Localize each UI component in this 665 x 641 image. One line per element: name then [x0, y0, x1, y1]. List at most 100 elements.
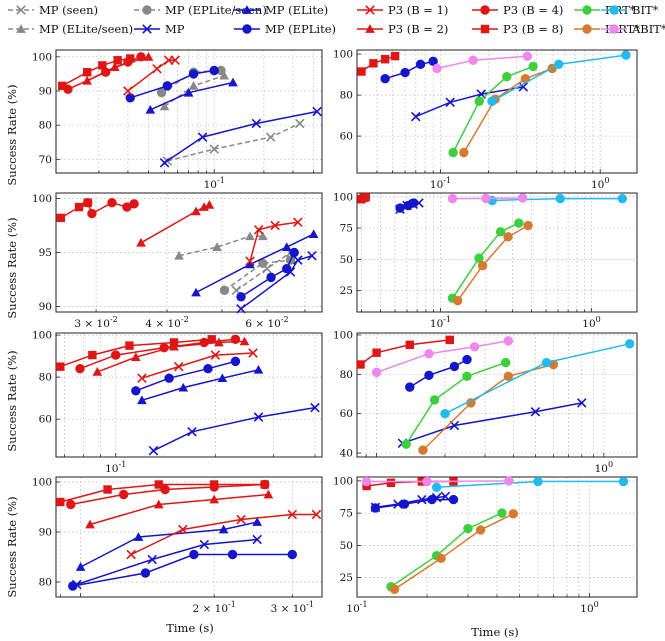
data-point [514, 218, 524, 228]
data-point [207, 335, 216, 344]
legend-item-mp-elite: MP (ELite) [234, 3, 328, 17]
data-point [468, 55, 478, 65]
data-point [287, 549, 297, 560]
legend-marker [365, 5, 375, 15]
data-point [462, 354, 472, 365]
series-abit [432, 51, 533, 74]
data-point [85, 519, 95, 529]
data-point [209, 494, 220, 504]
tick-label: 10-1 [430, 315, 451, 330]
series-mp-elite [191, 229, 319, 297]
data-point [405, 382, 415, 392]
series-line [463, 67, 553, 153]
legend-label: MP (EPLite) [265, 22, 336, 36]
data-point [154, 480, 163, 489]
legend-label: MP (ELite/seen) [39, 22, 133, 36]
series-line [394, 513, 514, 590]
tick-label: 100 [580, 600, 598, 615]
data-point [618, 476, 629, 487]
legend-item-p3-b-4: P3 (B = 4) [472, 3, 563, 17]
y-axis-label: Success Rate (%) [5, 84, 19, 185]
tick-label: 60 [39, 414, 52, 426]
panel-row4-left: 80 90 100 2 × 10-1 3 × 10-1 [32, 476, 323, 615]
data-point [219, 285, 230, 296]
data-point [293, 217, 303, 227]
series-p3-b-2 [136, 200, 215, 247]
tick-label: 90 [39, 301, 52, 313]
data-point [162, 81, 173, 91]
legend-marker [582, 24, 592, 34]
x-axis-label-right: Time (s) [471, 625, 519, 639]
data-point [111, 350, 121, 360]
series-mp [148, 402, 320, 456]
data-point [253, 225, 264, 235]
series-mp [159, 106, 322, 168]
data-point [445, 97, 455, 108]
data-point [401, 439, 411, 449]
plot-frame [55, 192, 323, 313]
tick-label: 60 [340, 131, 353, 143]
data-point [405, 340, 414, 350]
data-point [289, 247, 299, 258]
data-point [410, 111, 421, 122]
data-point [389, 584, 400, 594]
tick-label: 25 [340, 572, 353, 584]
data-point [74, 202, 84, 212]
data-point [517, 193, 528, 203]
series-line [167, 122, 301, 162]
series-p3-b-1 [123, 55, 180, 96]
series-line [452, 65, 534, 153]
data-point [418, 445, 428, 455]
tick-label: 50 [340, 254, 353, 266]
data-point [189, 549, 199, 560]
data-point [230, 334, 241, 345]
data-point [518, 82, 529, 92]
data-point [209, 144, 219, 154]
data-point [245, 259, 255, 269]
series-irrt [418, 359, 559, 455]
data-point [266, 272, 276, 283]
data-point [129, 199, 139, 209]
legend-marker [16, 5, 26, 15]
series-abit [447, 193, 528, 204]
tick-label: 80 [39, 120, 52, 132]
data-point [440, 408, 450, 419]
data-point [282, 264, 292, 274]
tick-label: 10-1 [204, 176, 225, 191]
data-point [487, 96, 497, 106]
data-point [236, 514, 246, 525]
data-point [390, 51, 400, 61]
series-line [436, 480, 624, 489]
data-point [88, 350, 97, 360]
series-p3-b-8 [56, 198, 92, 223]
data-point [624, 339, 635, 349]
data-point [523, 220, 533, 231]
data-point [253, 412, 264, 422]
data-point [204, 200, 215, 209]
data-point [447, 193, 458, 204]
data-point [555, 193, 565, 204]
legend-label: P3 (B = 1) [388, 3, 448, 17]
legend-item-mp-eplite-seen: MP (EPLite/seen) [134, 3, 267, 17]
data-point [143, 52, 154, 61]
data-point [415, 59, 426, 70]
data-point [453, 296, 463, 306]
data-point [75, 364, 85, 374]
series-line [405, 361, 506, 445]
series-p3-b-1 [137, 348, 258, 383]
data-point [508, 509, 518, 519]
data-point [459, 147, 469, 158]
data-point [475, 525, 486, 535]
series-line [436, 55, 528, 70]
tick-label: 100 [32, 51, 52, 63]
data-point [281, 242, 292, 251]
data-point [137, 373, 147, 383]
legend-marker [242, 5, 252, 14]
data-point [217, 373, 228, 383]
data-point [253, 364, 264, 374]
tick-label: 100 [32, 193, 52, 205]
tick-label: 3 × 10-2 [74, 315, 117, 330]
series-line [141, 369, 259, 402]
data-point [504, 476, 514, 486]
